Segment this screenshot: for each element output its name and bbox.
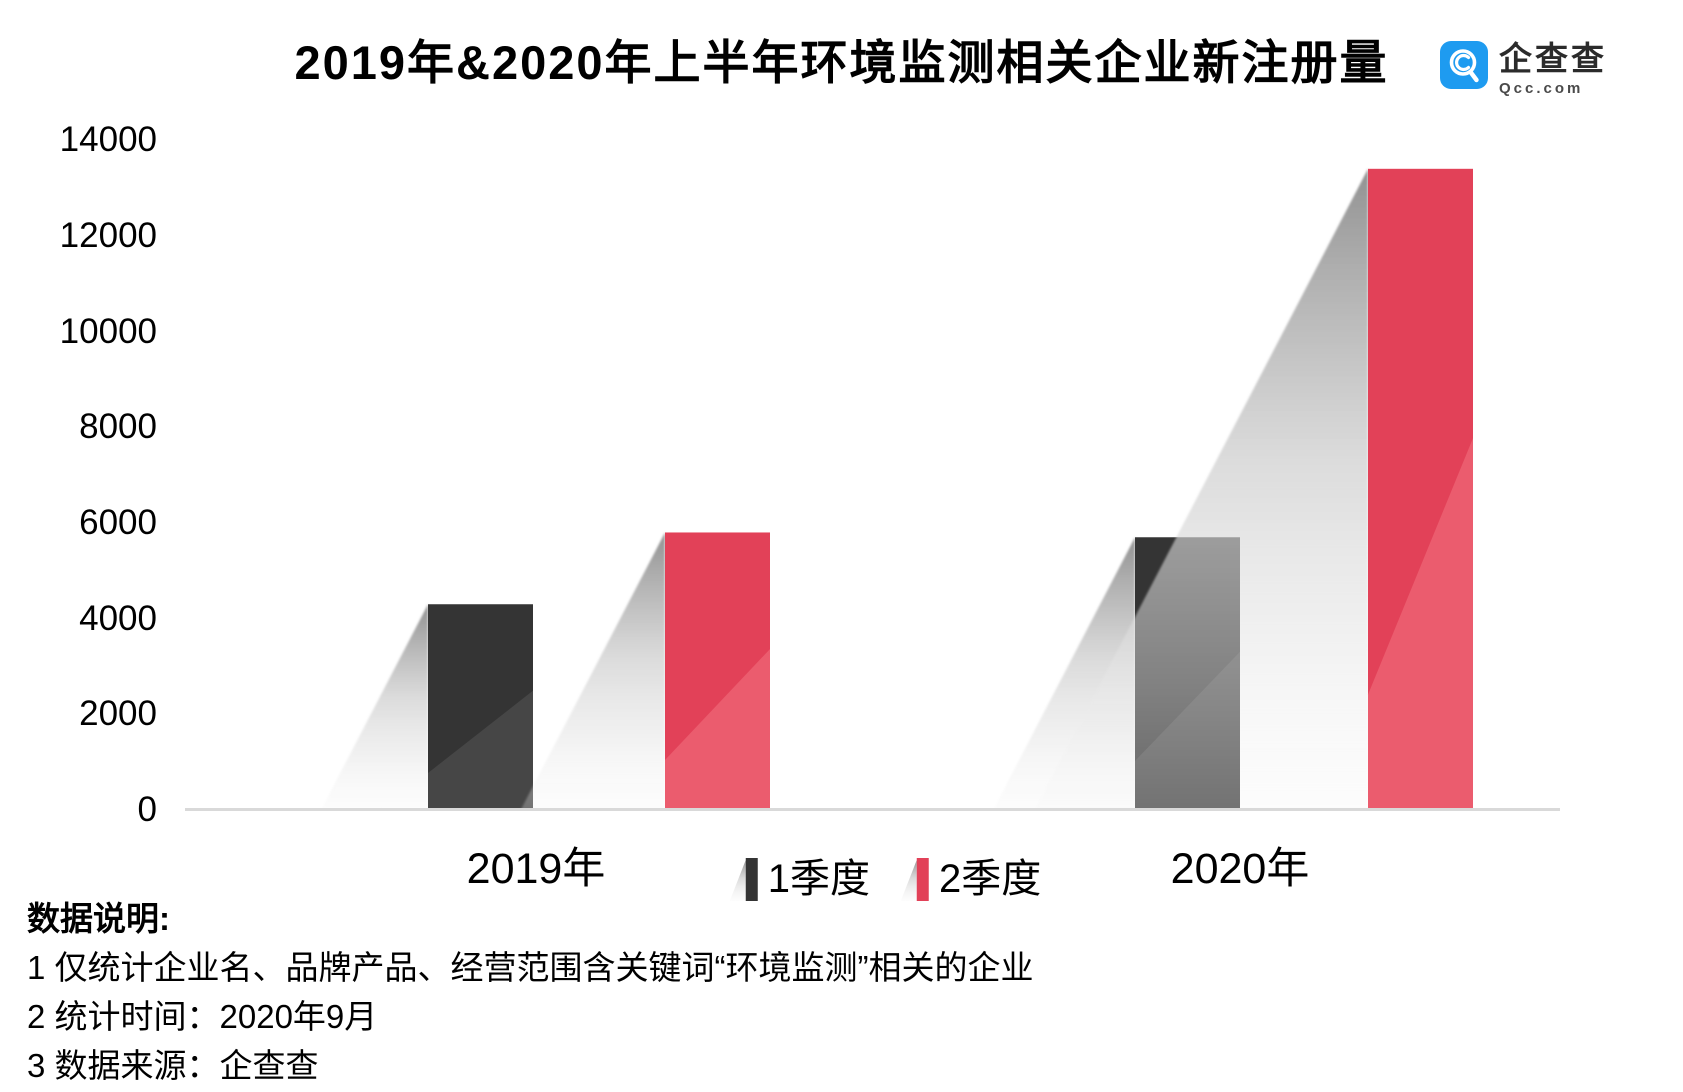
y-tick-label: 12000: [59, 215, 157, 255]
bar-highlight: [1368, 438, 1473, 810]
legend-label-q2: 2季度: [939, 857, 1042, 901]
y-tick-label: 14000: [59, 120, 157, 160]
x-axis-line: [185, 808, 1560, 811]
bar-highlight: [428, 690, 533, 810]
notes: 数据说明: 1 仅统计企业名、品牌产品、经营范围含关键词“环境监测”相关的企业 …: [27, 898, 1327, 1087]
note-item: 3 数据来源：企查查: [27, 1047, 319, 1084]
legend-swatch-q2-icon: [901, 858, 929, 901]
brand-name: 企查查: [1499, 40, 1607, 77]
y-tick-label: 4000: [79, 598, 157, 638]
y-tick-label: 10000: [59, 311, 157, 351]
brand-text: 企查查 Qcc.com: [1499, 41, 1607, 99]
brand-domain: Qcc.com: [1499, 80, 1584, 97]
bar-highlight: [665, 649, 770, 810]
qcc-logo-icon: [1440, 41, 1488, 89]
x-axis-label-2019: 2019年: [466, 845, 606, 893]
x-axis-label-2020: 2020年: [1170, 845, 1310, 893]
legend: 1季度 2季度: [729, 856, 1041, 902]
note-item: 2 统计时间：2020年9月: [27, 998, 378, 1035]
page-title: 2019年&2020年上半年环境监测相关企业新注册量: [294, 36, 1389, 89]
bar-swoosh: [1034, 168, 1368, 810]
y-tick-label: 8000: [79, 407, 157, 447]
bar-swoosh: [321, 604, 428, 810]
legend-item-q2: 2季度: [900, 856, 1041, 902]
note-item: 1 仅统计企业名、品牌产品、经营范围含关键词“环境监测”相关的企业: [27, 949, 1034, 986]
y-tick-label: 6000: [79, 502, 157, 542]
legend-label-q1: 1季度: [767, 857, 870, 901]
notes-heading: 数据说明:: [27, 900, 170, 937]
legend-item-q1: 1季度: [729, 856, 870, 902]
legend-swatch-q1-icon: [729, 858, 758, 901]
bar-swoosh: [520, 532, 665, 810]
y-tick-label: 2000: [79, 694, 157, 734]
y-tick-label: 0: [137, 790, 157, 829]
brand-logo: 企查查 Qcc.com: [1440, 41, 1670, 103]
magnifier-q-icon: [1449, 49, 1479, 83]
